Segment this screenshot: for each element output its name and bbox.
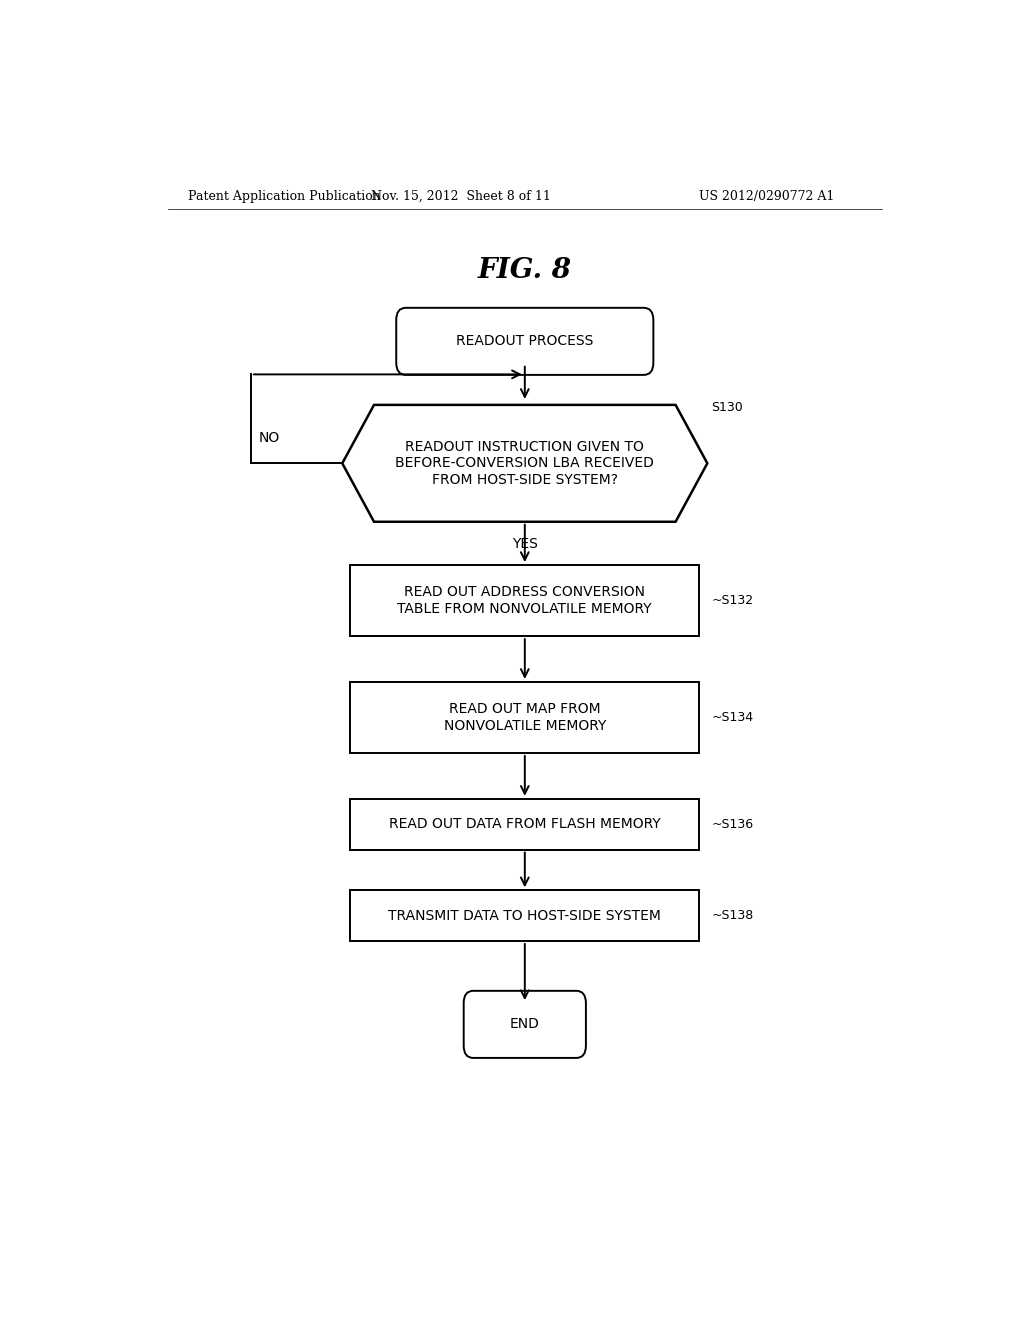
Text: READ OUT MAP FROM
NONVOLATILE MEMORY: READ OUT MAP FROM NONVOLATILE MEMORY — [443, 702, 606, 733]
Text: READOUT PROCESS: READOUT PROCESS — [456, 334, 594, 348]
Polygon shape — [342, 405, 708, 521]
Bar — [350, 682, 699, 752]
Text: READOUT INSTRUCTION GIVEN TO
BEFORE-CONVERSION LBA RECEIVED
FROM HOST-SIDE SYSTE: READOUT INSTRUCTION GIVEN TO BEFORE-CONV… — [395, 440, 654, 487]
Bar — [350, 799, 699, 850]
FancyBboxPatch shape — [464, 991, 586, 1057]
Text: Nov. 15, 2012  Sheet 8 of 11: Nov. 15, 2012 Sheet 8 of 11 — [372, 190, 551, 202]
Text: READ OUT DATA FROM FLASH MEMORY: READ OUT DATA FROM FLASH MEMORY — [389, 817, 660, 832]
Text: US 2012/0290772 A1: US 2012/0290772 A1 — [699, 190, 835, 202]
Bar — [350, 565, 699, 636]
Text: FIG. 8: FIG. 8 — [478, 256, 571, 284]
Text: S130: S130 — [712, 401, 743, 414]
Text: Patent Application Publication: Patent Application Publication — [187, 190, 380, 202]
Text: ~S136: ~S136 — [712, 817, 754, 830]
Text: NO: NO — [259, 430, 281, 445]
Text: YES: YES — [512, 537, 538, 552]
Bar — [350, 890, 699, 941]
Text: ~S138: ~S138 — [712, 909, 754, 923]
Text: ~S132: ~S132 — [712, 594, 754, 607]
Text: ~S134: ~S134 — [712, 711, 754, 723]
FancyBboxPatch shape — [396, 308, 653, 375]
Text: END: END — [510, 1018, 540, 1031]
Text: READ OUT ADDRESS CONVERSION
TABLE FROM NONVOLATILE MEMORY: READ OUT ADDRESS CONVERSION TABLE FROM N… — [397, 586, 652, 615]
Text: TRANSMIT DATA TO HOST-SIDE SYSTEM: TRANSMIT DATA TO HOST-SIDE SYSTEM — [388, 908, 662, 923]
